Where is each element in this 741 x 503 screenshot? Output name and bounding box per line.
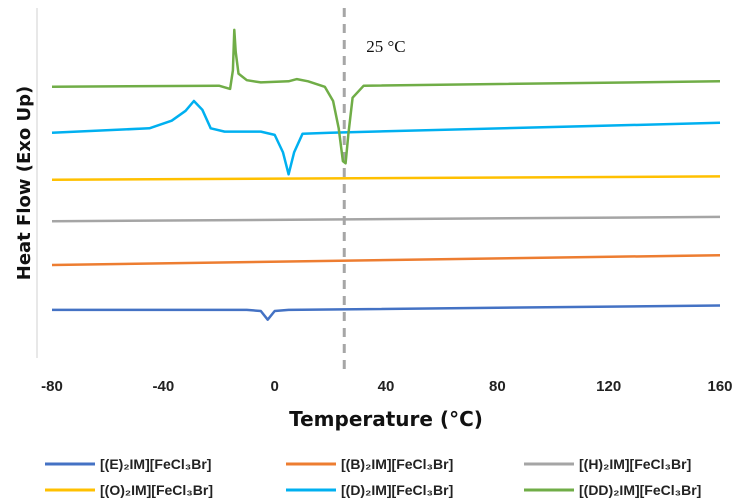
series-line-5 xyxy=(51,99,721,176)
plot-area: 25 °C xyxy=(36,8,721,370)
legend-label-1: [(E)₂IM][FeCl₃Br] xyxy=(100,456,211,472)
x-tick-label: -40 xyxy=(152,378,174,395)
x-axis-title: Temperature (°C) xyxy=(289,407,483,431)
x-tick-labels: -80 -40 0 40 80 120 160 xyxy=(41,378,732,395)
legend-label-2: [(B)₂IM][FeCl₃Br] xyxy=(341,456,453,472)
x-tick-label: 120 xyxy=(596,378,621,395)
x-tick-label: -80 xyxy=(41,378,63,395)
x-tick-label: 160 xyxy=(707,378,732,395)
series-group xyxy=(51,28,721,321)
annotation-group: 25 °C xyxy=(342,8,406,370)
legend-label-6: [(DD)₂IM][FeCl₃Br] xyxy=(579,482,701,498)
y-axis-title: Heat Flow (Exo Up) xyxy=(14,86,35,281)
series-line-4 xyxy=(51,175,721,181)
reference-line-label: 25 °C xyxy=(366,37,405,56)
legend-label-5: [(D)₂IM][FeCl₃Br] xyxy=(341,482,453,498)
x-tick-label: 0 xyxy=(270,378,278,395)
series-line-1 xyxy=(52,304,721,321)
series-line-6 xyxy=(51,28,721,165)
series-line-3 xyxy=(51,215,721,223)
legend: [(E)₂IM][FeCl₃Br] [(B)₂IM][FeCl₃Br] [(H)₂I… xyxy=(45,456,701,498)
legend-label-4: [(O)₂IM][FeCl₃Br] xyxy=(100,482,213,498)
x-tick-label: 80 xyxy=(489,378,506,395)
x-tick-label: 40 xyxy=(378,378,395,395)
legend-label-3: [(H)₂IM][FeCl₃Br] xyxy=(579,456,691,472)
series-line-2 xyxy=(51,253,721,267)
